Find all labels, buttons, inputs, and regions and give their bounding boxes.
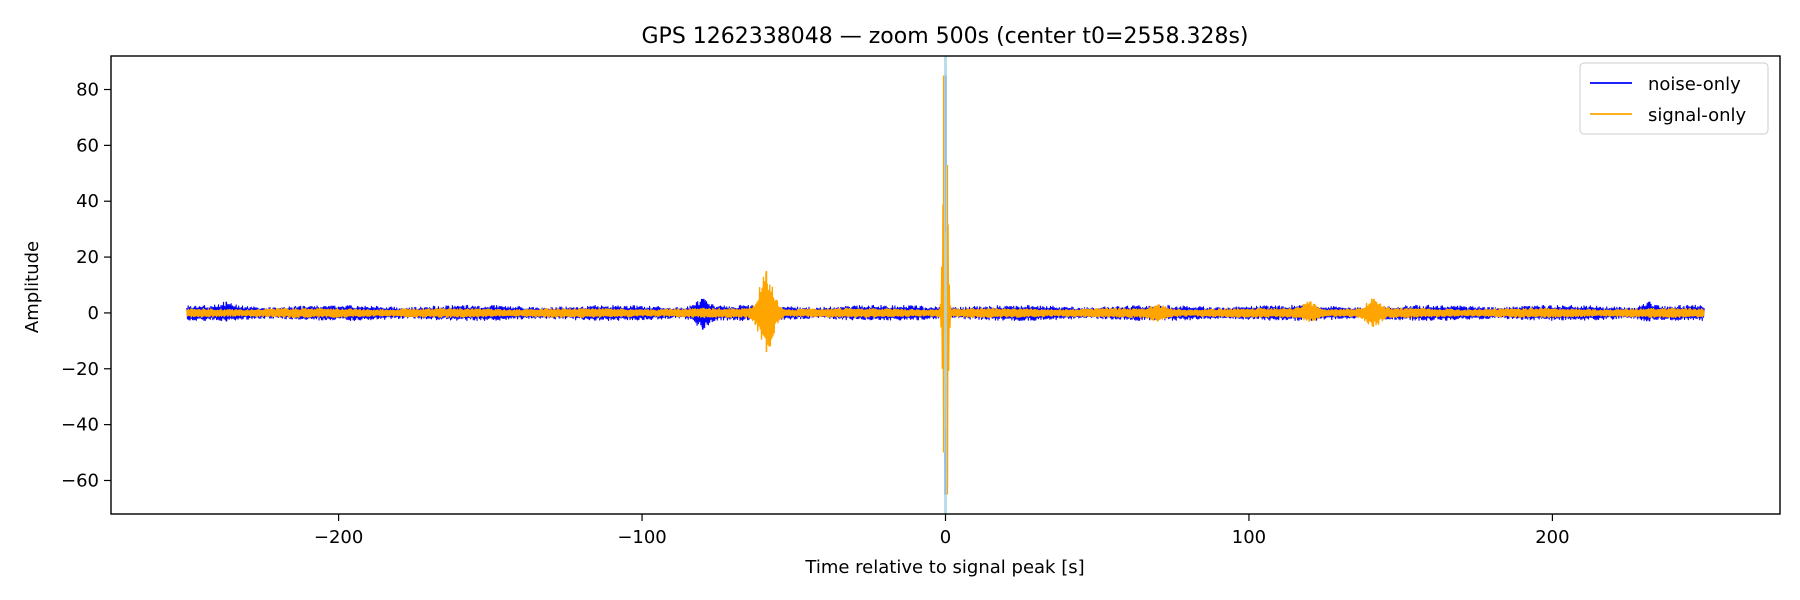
y-tick-label: 0 [88,303,99,324]
legend-label-noise-only: noise-only [1648,74,1741,95]
y-tick-label: 80 [76,80,99,101]
x-tick-label: −100 [617,527,666,548]
y-tick-label: −60 [61,470,99,491]
legend-box [1579,62,1769,135]
y-axis-title: Amplitude [22,241,43,333]
y-tick-label: −20 [61,359,99,380]
y-tick-label: −40 [61,415,99,436]
plot-layer [186,56,1705,514]
x-tick-label: 0 [940,527,951,548]
x-tick-label: 100 [1232,527,1266,548]
y-tick-label: 20 [76,247,99,268]
y-tick-label: 60 [76,135,99,156]
chart-title: GPS 1262338048 — zoom 500s (center t0=25… [642,24,1249,49]
legend: noise-only signal-only [1579,62,1769,135]
x-tick-label: −200 [314,527,363,548]
y-tick-label: 40 [76,191,99,212]
x-tick-label: 200 [1535,527,1569,548]
legend-label-signal-only: signal-only [1648,105,1746,126]
x-axis-title: Time relative to signal peak [s] [804,557,1084,578]
